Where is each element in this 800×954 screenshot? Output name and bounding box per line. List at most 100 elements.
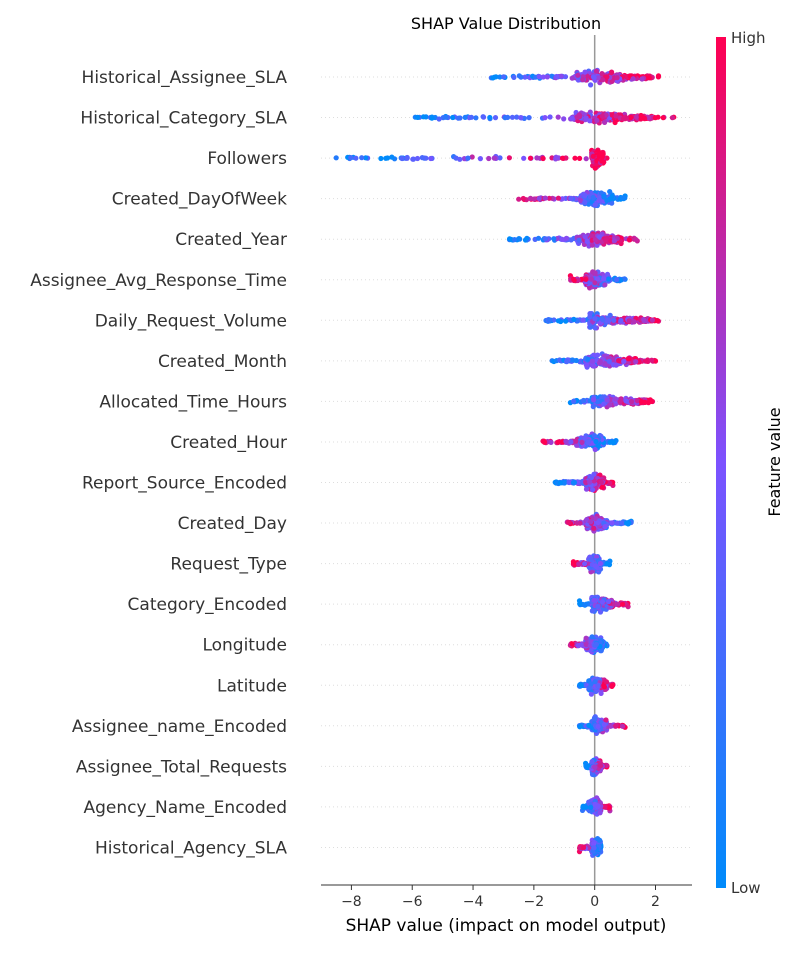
shap-point xyxy=(456,116,461,121)
shap-point xyxy=(605,397,610,402)
shap-point xyxy=(599,691,604,696)
shap-point xyxy=(516,197,521,202)
feature-points-Created_Year xyxy=(507,230,640,248)
shap-point xyxy=(593,270,598,275)
shap-point xyxy=(560,156,565,161)
shap-point xyxy=(624,521,629,526)
shap-point xyxy=(591,404,596,409)
shap-point xyxy=(598,359,603,364)
shap-point xyxy=(590,243,595,248)
shap-point xyxy=(507,236,512,241)
shap-point xyxy=(563,319,568,324)
shap-point xyxy=(505,115,510,120)
shap-point xyxy=(606,599,611,604)
shap-point xyxy=(614,363,619,368)
shap-point xyxy=(595,520,600,525)
shap-point xyxy=(603,804,608,809)
shap-point xyxy=(543,236,548,241)
shap-point xyxy=(428,156,433,161)
shap-point xyxy=(615,75,620,80)
shap-point xyxy=(556,196,561,201)
shap-point xyxy=(518,115,523,120)
shap-point xyxy=(359,155,364,160)
shap-point xyxy=(617,399,622,404)
shap-point xyxy=(607,402,612,407)
shap-point xyxy=(334,155,339,160)
shap-point xyxy=(588,805,593,810)
shap-point xyxy=(577,156,582,161)
shap-point xyxy=(621,359,626,364)
shap-point xyxy=(611,318,616,323)
shap-point xyxy=(558,480,563,485)
feature-points-Category_Encoded xyxy=(577,595,631,615)
shap-point xyxy=(596,724,601,729)
feature-points-Latitude xyxy=(577,676,616,697)
shap-point xyxy=(599,480,604,485)
shap-point xyxy=(534,155,539,160)
feature-points-Created_Month xyxy=(550,351,659,370)
shap-point xyxy=(564,359,569,364)
feature-points-Assignee_Avg_Response_Time xyxy=(568,269,628,290)
shap-point xyxy=(420,155,425,160)
shap-point xyxy=(615,602,620,607)
shap-point xyxy=(501,74,506,79)
shap-point xyxy=(577,238,582,243)
shap-point xyxy=(587,118,592,123)
shap-point xyxy=(567,520,572,525)
shap-point xyxy=(586,440,591,445)
shap-point xyxy=(595,276,600,281)
shap-point xyxy=(585,764,590,769)
shap-point xyxy=(591,195,596,200)
shap-point xyxy=(604,74,609,79)
shap-point xyxy=(556,440,561,445)
shap-point xyxy=(620,724,625,729)
shap-point xyxy=(559,74,564,79)
shap-point xyxy=(604,679,609,684)
shap-point xyxy=(592,765,597,770)
row-gridlines xyxy=(321,77,692,847)
shap-point xyxy=(443,115,448,120)
shap-point xyxy=(478,156,483,161)
shap-point xyxy=(589,692,594,697)
shap-point xyxy=(591,526,596,531)
shap-point xyxy=(604,561,609,566)
shap-point xyxy=(619,520,624,525)
shap-point xyxy=(487,115,492,120)
shap-point xyxy=(582,561,587,566)
shap-point xyxy=(457,157,462,162)
shap-point xyxy=(641,317,646,322)
shap-point xyxy=(600,599,605,604)
shap-point xyxy=(469,115,474,120)
shap-point xyxy=(627,318,632,323)
shap-point xyxy=(601,276,606,281)
shap-point xyxy=(631,76,636,81)
shap-point xyxy=(623,398,628,403)
shap-point xyxy=(620,602,625,607)
shap-point xyxy=(616,358,621,363)
shap-point xyxy=(638,113,643,118)
shap-point xyxy=(593,325,598,330)
shap-point xyxy=(385,155,390,160)
shap-point xyxy=(600,114,605,119)
shap-point xyxy=(575,73,580,78)
shap-point xyxy=(516,236,521,241)
shap-point xyxy=(564,236,569,241)
shap-point xyxy=(661,115,666,120)
shap-point xyxy=(521,196,526,201)
shap-point xyxy=(632,319,637,324)
shap-point xyxy=(590,487,595,492)
shap-point xyxy=(421,114,426,119)
shap-point xyxy=(592,802,597,807)
shap-point xyxy=(588,82,593,87)
shap-point xyxy=(628,115,633,120)
shap-point xyxy=(614,277,619,282)
shap-point xyxy=(572,156,577,161)
shap-point xyxy=(624,116,629,121)
shap-point xyxy=(613,396,618,401)
shap-point xyxy=(548,114,553,119)
shap-point xyxy=(551,236,556,241)
shap-point xyxy=(577,601,582,606)
shap-point xyxy=(517,73,522,78)
shap-point xyxy=(598,561,603,566)
shap-point xyxy=(532,196,537,201)
